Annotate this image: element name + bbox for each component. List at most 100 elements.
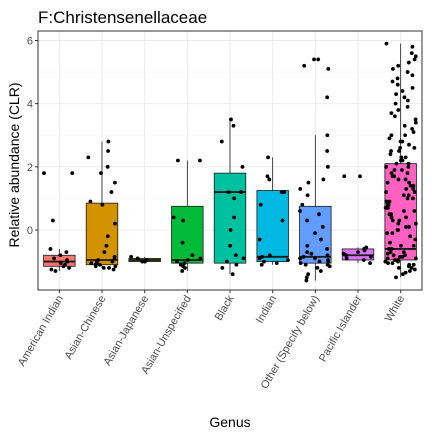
data-point bbox=[317, 212, 321, 217]
data-point bbox=[393, 101, 398, 106]
data-point bbox=[171, 215, 176, 220]
data-point bbox=[391, 67, 395, 71]
y-tick-label: 6 bbox=[27, 35, 33, 47]
data-point bbox=[305, 243, 310, 248]
data-point bbox=[405, 70, 410, 74]
data-point bbox=[385, 256, 390, 261]
data-point bbox=[107, 265, 111, 270]
data-point bbox=[326, 67, 331, 71]
data-point bbox=[325, 95, 330, 100]
data-point bbox=[113, 264, 118, 269]
data-point bbox=[390, 231, 395, 236]
data-point bbox=[113, 221, 117, 226]
data-point bbox=[228, 228, 233, 232]
data-point bbox=[65, 259, 70, 264]
data-point bbox=[408, 234, 413, 239]
data-point bbox=[301, 254, 306, 259]
y-tick-label: 2 bbox=[27, 162, 33, 174]
data-point bbox=[344, 256, 349, 261]
data-point bbox=[390, 174, 395, 179]
data-point bbox=[403, 177, 408, 182]
data-point bbox=[267, 177, 272, 182]
data-point bbox=[280, 218, 285, 223]
data-point bbox=[413, 237, 418, 242]
data-point bbox=[258, 202, 263, 207]
data-point bbox=[64, 250, 69, 254]
data-point bbox=[396, 265, 401, 270]
data-point bbox=[104, 243, 109, 248]
data-point bbox=[384, 41, 389, 46]
data-point bbox=[403, 270, 408, 275]
data-point bbox=[388, 240, 392, 245]
x-tick-label: Asian-Japanese bbox=[101, 294, 151, 368]
data-point bbox=[392, 114, 397, 119]
data-point bbox=[410, 73, 415, 78]
data-point bbox=[265, 174, 270, 179]
data-point bbox=[407, 180, 411, 185]
data-point bbox=[402, 95, 407, 100]
data-point bbox=[409, 265, 414, 270]
data-point bbox=[239, 190, 244, 194]
data-point bbox=[384, 164, 389, 169]
data-point bbox=[101, 265, 106, 270]
data-point bbox=[274, 261, 279, 266]
data-point bbox=[412, 190, 417, 194]
data-point bbox=[383, 205, 388, 210]
data-point bbox=[220, 265, 225, 270]
data-point bbox=[317, 259, 322, 264]
data-point bbox=[305, 218, 309, 223]
data-point bbox=[58, 261, 63, 266]
data-point bbox=[390, 218, 395, 223]
data-point bbox=[232, 196, 237, 201]
data-point bbox=[233, 253, 238, 258]
data-point bbox=[282, 190, 287, 194]
data-point bbox=[408, 183, 413, 188]
box-asian-unspecified bbox=[171, 160, 204, 272]
data-point bbox=[413, 117, 418, 122]
data-point bbox=[304, 275, 309, 280]
data-point bbox=[387, 136, 392, 141]
data-point bbox=[407, 224, 411, 229]
data-point bbox=[397, 218, 402, 223]
data-point bbox=[399, 243, 403, 248]
data-point bbox=[403, 253, 408, 258]
data-point bbox=[390, 261, 395, 266]
data-point bbox=[105, 164, 110, 169]
data-point bbox=[389, 111, 394, 116]
data-point bbox=[396, 63, 401, 68]
data-point bbox=[176, 158, 180, 163]
data-point bbox=[313, 256, 317, 261]
data-point bbox=[404, 224, 408, 229]
data-point bbox=[300, 202, 305, 207]
data-point bbox=[406, 193, 411, 198]
data-point bbox=[358, 174, 362, 179]
data-point bbox=[185, 258, 190, 262]
data-point bbox=[321, 177, 326, 182]
data-point bbox=[406, 164, 411, 169]
data-point bbox=[182, 261, 187, 266]
data-point bbox=[400, 272, 405, 277]
data-point bbox=[224, 259, 229, 264]
data-point bbox=[401, 209, 406, 213]
data-point bbox=[135, 256, 140, 261]
data-point bbox=[106, 149, 110, 153]
data-point bbox=[411, 262, 416, 267]
data-point bbox=[58, 253, 63, 258]
data-point bbox=[412, 57, 417, 62]
data-point bbox=[257, 237, 262, 242]
data-point bbox=[385, 231, 390, 236]
data-point bbox=[402, 123, 407, 128]
data-point bbox=[413, 54, 418, 59]
data-point bbox=[229, 117, 233, 122]
data-point bbox=[394, 275, 398, 280]
data-point bbox=[410, 85, 415, 90]
data-point bbox=[93, 264, 98, 269]
data-point bbox=[230, 272, 235, 277]
chart-title: F:Christensenellaceae bbox=[38, 8, 207, 27]
data-point bbox=[305, 193, 310, 198]
data-point bbox=[61, 264, 66, 269]
data-point bbox=[240, 164, 245, 169]
data-point bbox=[385, 180, 390, 185]
data-point bbox=[387, 247, 391, 251]
data-point bbox=[384, 199, 389, 204]
